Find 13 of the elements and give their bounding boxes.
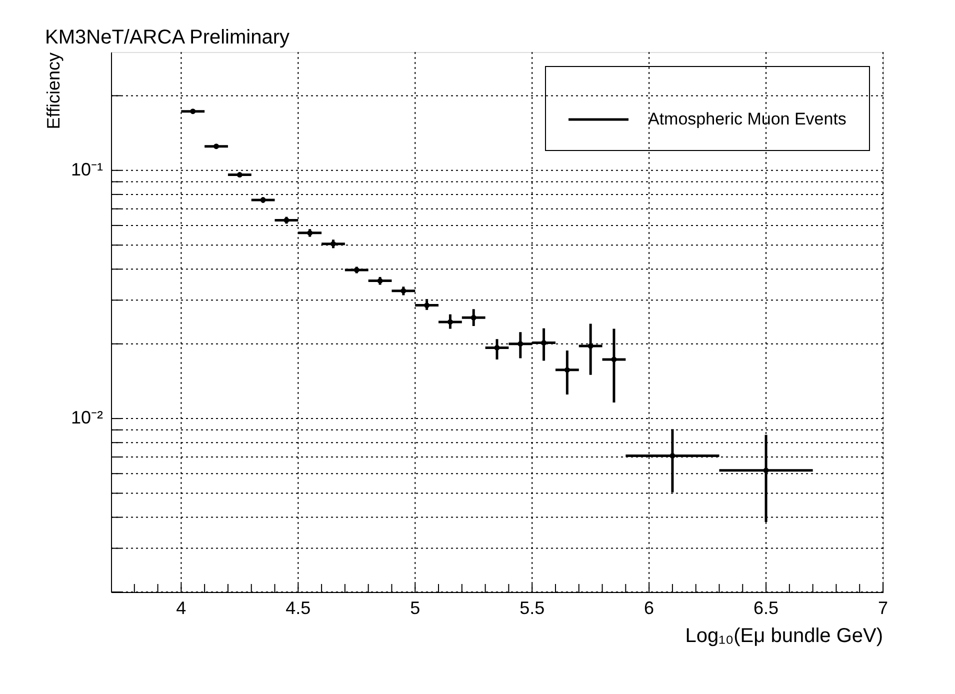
legend-label: Atmospheric Muon Events [648, 110, 846, 128]
y-tick-label: 10⁻² [70, 408, 104, 428]
x-tick-label: 5 [410, 598, 420, 618]
x-tick-label: 7 [878, 598, 888, 618]
x-tick-label: 4.5 [286, 598, 311, 618]
y-axis-title: Efficiency [44, 52, 64, 130]
x-tick-label: 6.5 [754, 598, 779, 618]
x-axis-title: Log₁₀(Eμ bundle GeV) [685, 625, 883, 647]
y-tick-label: 10⁻¹ [70, 159, 104, 180]
x-tick-label: 4 [176, 598, 186, 618]
x-tick-label: 5.5 [520, 598, 545, 618]
x-tick-label: 6 [644, 598, 654, 618]
chart-title: KM3NeT/ARCA Preliminary [45, 26, 290, 48]
